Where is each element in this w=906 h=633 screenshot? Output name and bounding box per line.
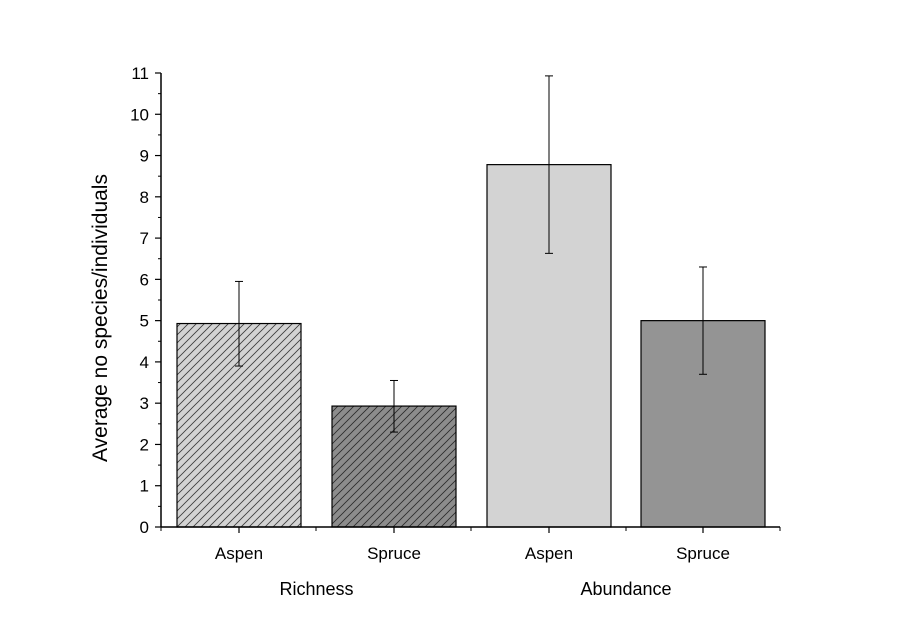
group-label-0: Richness	[279, 579, 353, 599]
y-tick-label-1: 1	[140, 477, 149, 496]
y-axis-title: Average no species/individuals	[89, 174, 112, 462]
group-label-1: Abundance	[580, 579, 671, 599]
y-tick-label-4: 4	[140, 353, 149, 372]
x-tick-label-2: Aspen	[525, 544, 573, 563]
y-tick-label-8: 8	[140, 188, 149, 207]
x-tick-label-3: Spruce	[676, 544, 730, 563]
y-tick-label-10: 10	[130, 105, 149, 124]
y-tick-label-2: 2	[140, 435, 149, 454]
x-tick-label-0: Aspen	[215, 544, 263, 563]
y-tick-label-7: 7	[140, 229, 149, 248]
y-tick-label-3: 3	[140, 394, 149, 413]
y-tick-label-5: 5	[140, 312, 149, 331]
y-tick-label-11: 11	[131, 64, 149, 83]
y-tick-label-9: 9	[140, 147, 149, 166]
y-tick-label-0: 0	[140, 518, 149, 537]
y-tick-label-6: 6	[140, 270, 149, 289]
x-tick-label-1: Spruce	[367, 544, 421, 563]
